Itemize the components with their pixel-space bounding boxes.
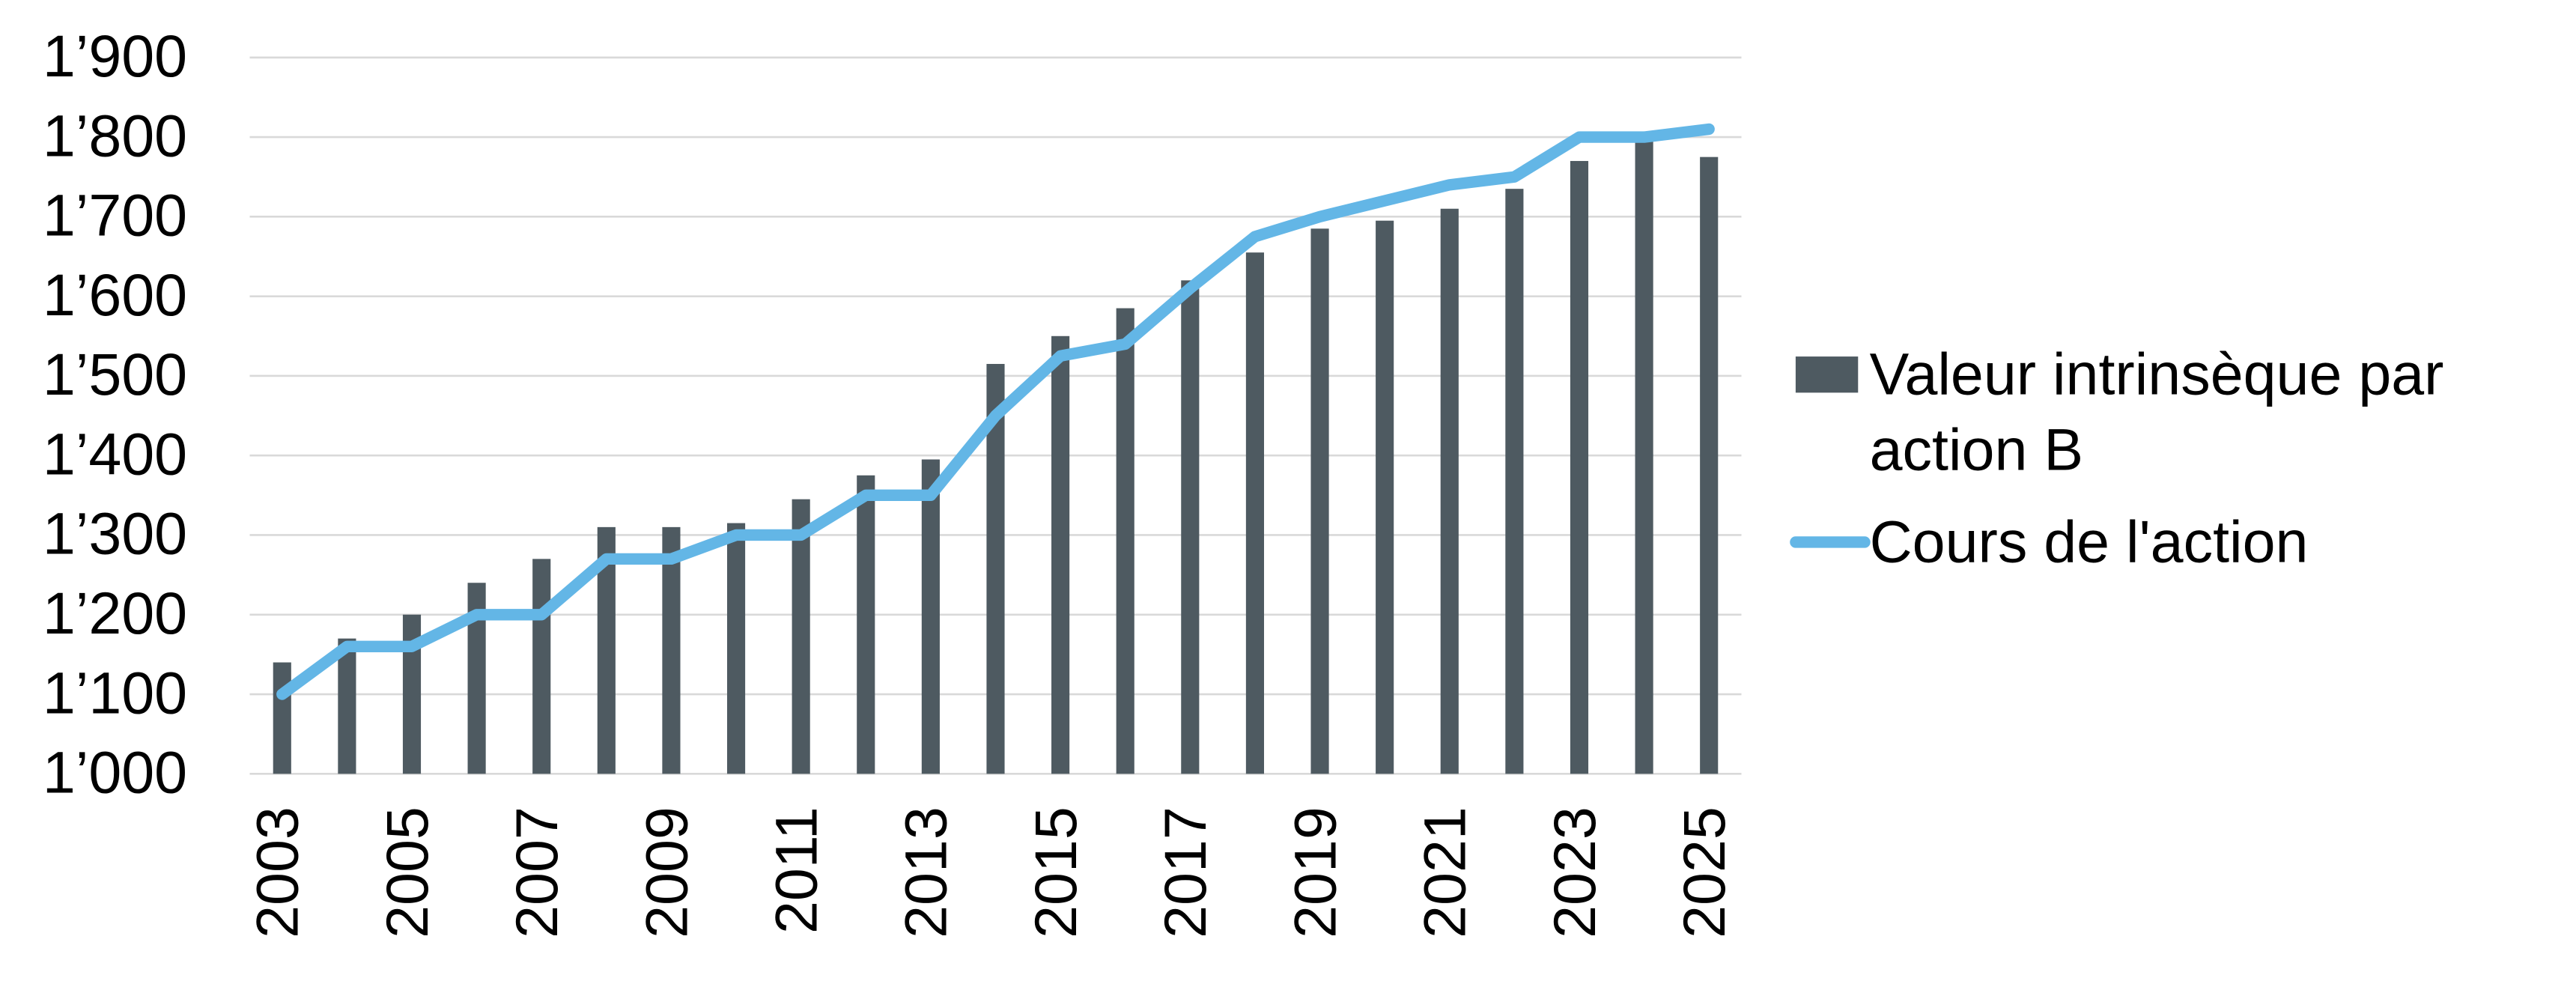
legend-label: Valeur intrinsèque par action B [1869,340,2444,484]
y-tick-label: 1’000 [43,740,187,806]
x-tick-label: 2019 [1282,807,1348,938]
x-tick-label: 2011 [764,807,830,934]
legend-label: Cours de l'action [1869,507,2309,575]
bar [1310,228,1329,774]
bar [1181,280,1200,774]
bar [921,459,940,774]
y-tick-label: 1’400 [43,421,187,487]
bar [1376,220,1394,774]
bar [532,559,551,774]
bar [726,523,746,774]
y-tick-label: 1’300 [43,501,187,567]
bar [662,526,681,774]
bar [1440,208,1459,774]
x-tick-label: 2023 [1542,807,1608,938]
x-tick-label: 2017 [1152,807,1218,938]
x-tick-label: 2015 [1023,807,1089,938]
y-tick-label: 1’200 [43,580,187,646]
bar [857,475,875,774]
legend-swatch [1795,356,1859,393]
bar [1051,335,1070,774]
x-tick-label: 2003 [245,807,311,938]
y-tick-label: 1’100 [43,660,187,726]
bar [1570,160,1589,774]
bar [1245,252,1264,774]
bar [273,662,291,774]
line [276,123,1715,700]
bar [1635,141,1653,774]
y-tick-label: 1’500 [43,341,187,407]
bar [792,499,810,774]
x-tick-label: 2005 [374,807,440,938]
legend-entry: Cours de l'action [1869,507,2309,575]
bar [338,638,356,774]
x-tick-label: 2025 [1671,807,1737,938]
y-tick-label: 1’700 [43,183,187,249]
bar [1700,157,1719,774]
y-tick-label: 1’800 [43,103,187,168]
bar [1116,308,1134,774]
y-tick-label: 1’900 [43,23,187,89]
x-tick-label: 2021 [1412,807,1478,938]
legend-entry: Valeur intrinsèque par action B [1869,340,2444,484]
x-tick-label: 2009 [634,807,699,938]
x-tick-label: 2007 [504,807,570,938]
bar [986,363,1005,774]
bar [1505,189,1524,774]
x-tick-label: 2013 [893,807,959,938]
y-tick-label: 1’600 [43,262,187,328]
